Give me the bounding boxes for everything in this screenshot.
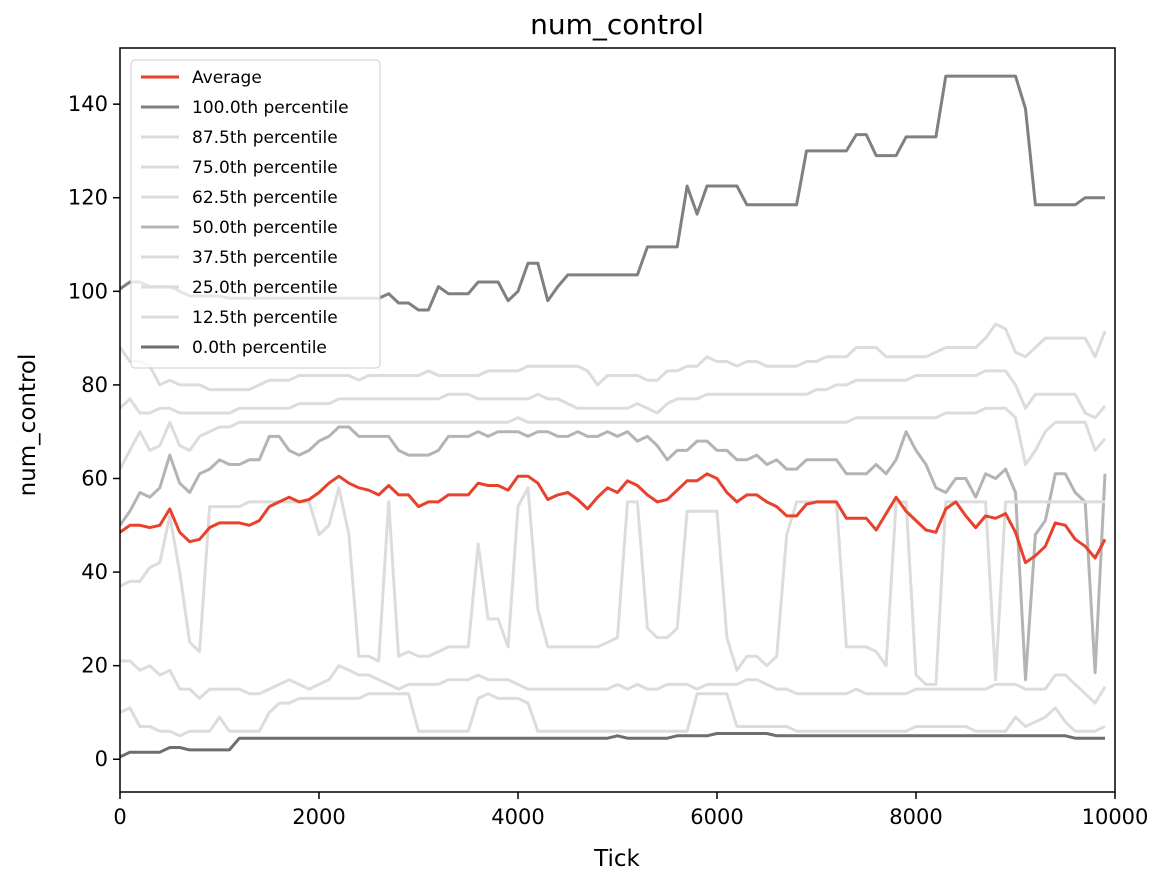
series-line-37-5th-percentile	[120, 486, 1105, 686]
plot-frame	[119, 47, 1116, 793]
legend-label: 100.0th percentile	[192, 98, 349, 118]
series-line-0-0th-percentile	[120, 732, 1105, 759]
series-line-87-5th-percentile	[120, 322, 1107, 392]
legend-label: 75.0th percentile	[192, 158, 338, 178]
legend-box	[130, 59, 381, 369]
legend-label: 0.0th percentile	[192, 338, 327, 358]
y-tick-label: 0	[95, 747, 108, 771]
legend-label: 50.0th percentile	[192, 218, 338, 238]
legend: Average 100.0th percentile 87.5th percenti…	[130, 59, 381, 369]
y-axis-title: num_control	[15, 354, 41, 497]
x-tick-label: 6000	[690, 805, 743, 829]
x-tick-label: 0	[113, 805, 126, 829]
series-line-average	[120, 472, 1107, 565]
y-tick-label: 20	[81, 654, 108, 678]
legend-label: Average	[192, 68, 262, 88]
legend-label: 37.5th percentile	[192, 248, 338, 268]
legend-label: 62.5th percentile	[192, 188, 338, 208]
series-line-12-5th-percentile	[120, 692, 1106, 738]
series-line-50-0th-percentile	[120, 425, 1107, 682]
x-axis-title: Tick	[593, 846, 640, 872]
series-line-25-0th-percentile	[120, 659, 1107, 705]
series-line-75-0th-percentile	[120, 369, 1107, 420]
legend-label: 12.5th percentile	[192, 308, 338, 328]
x-tick-label: 4000	[491, 805, 544, 829]
y-tick-label: 120	[68, 186, 108, 210]
y-tick-label: 100	[68, 279, 108, 303]
legend-label: 87.5th percentile	[192, 128, 338, 148]
y-axis: 0 20 40 60 80 100 120 140	[68, 92, 120, 771]
x-axis: 0 2000 4000 6000 8000 10000	[113, 792, 1148, 829]
series-line-62-5th-percentile	[120, 406, 1107, 470]
y-tick-label: 80	[81, 373, 108, 397]
y-tick-label: 40	[81, 560, 108, 584]
x-tick-label: 8000	[889, 805, 942, 829]
x-tick-label: 2000	[292, 805, 345, 829]
series-layer	[120, 74, 1107, 759]
y-tick-label: 60	[81, 466, 108, 490]
chart-title: num_control	[530, 8, 704, 41]
y-tick-label: 140	[68, 92, 108, 116]
x-tick-label: 10000	[1082, 805, 1149, 829]
legend-label: 25.0th percentile	[192, 278, 338, 298]
